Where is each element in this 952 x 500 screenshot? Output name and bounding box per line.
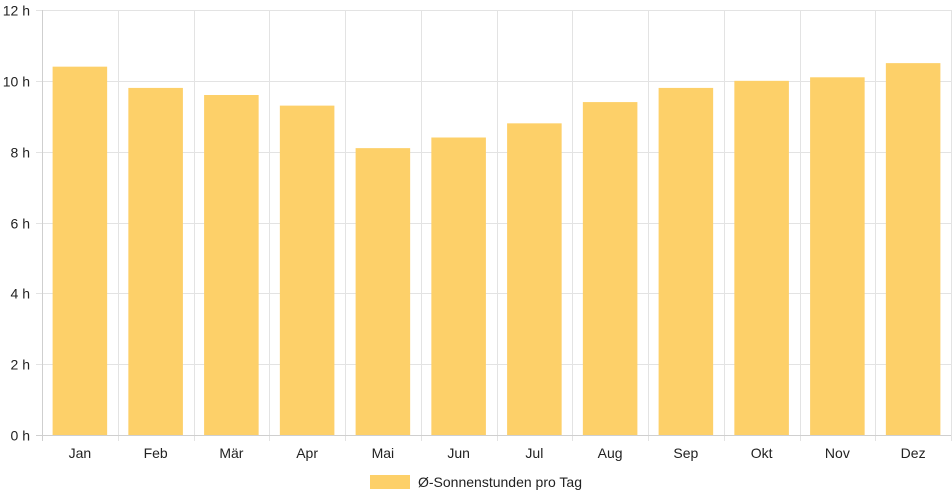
bar [128,87,183,436]
x-tick-label: Jan [69,445,92,461]
bar [204,95,259,435]
y-tick-label: 0 h [11,428,30,444]
legend-swatch [370,475,410,489]
bar [431,137,486,435]
bar [658,87,714,436]
bar [52,66,108,436]
x-tick-label: Jul [525,445,543,461]
x-tick-label: Nov [825,445,850,461]
y-tick-label: 10 h [3,74,30,90]
x-tick-label: Mai [372,445,395,461]
bar [355,148,411,435]
x-tick-label: Dez [901,445,926,461]
bar [507,123,562,435]
x-tick-label: Sep [673,445,698,461]
bar [734,80,789,435]
bars [52,63,941,436]
grid [36,10,952,441]
y-tick-label: 6 h [11,216,30,232]
legend-label: Ø-Sonnenstunden pro Tag [418,474,582,490]
x-tick-label: Okt [751,445,773,461]
y-tick-label: 2 h [11,357,30,373]
y-tick-label: 12 h [3,3,30,19]
bar [810,77,865,436]
x-tick-labels: Jan Feb Mär Apr Mai Jun Jul Aug Sep Okt Nov Dez [69,445,926,461]
x-tick-label: Apr [296,445,318,461]
bar [279,105,335,435]
legend[interactable]: Ø-Sonnenstunden pro Tag [370,473,582,491]
bar [582,102,638,435]
axes [36,10,951,441]
y-tick-label: 4 h [11,286,30,302]
y-tick-label: 8 h [11,145,30,161]
x-tick-label: Aug [598,445,623,461]
bar [885,63,941,435]
x-tick-label: Mär [219,445,243,461]
x-tick-label: Feb [144,445,168,461]
y-tick-labels: 0 h 2 h 4 h 6 h 8 h 10 h 12 h [3,3,30,444]
x-tick-label: Jun [447,445,470,461]
